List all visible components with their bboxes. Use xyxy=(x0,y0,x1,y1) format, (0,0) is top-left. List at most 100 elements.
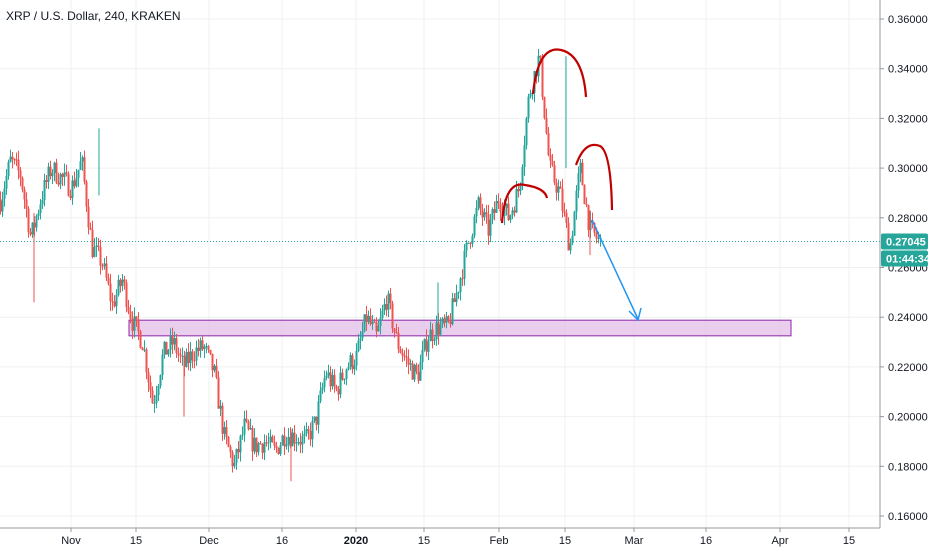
candle-body xyxy=(169,336,172,350)
candle-body xyxy=(257,443,260,453)
candle-body xyxy=(103,263,106,267)
candle-body xyxy=(371,321,374,325)
candle-body xyxy=(197,347,200,351)
candle-body xyxy=(527,96,530,119)
candle-body xyxy=(117,279,120,295)
x-axis[interactable]: Nov 15 Dec 16 2020 15 Feb 15 Mar 16 Apr 15 xyxy=(61,528,855,547)
candle-body xyxy=(1,199,4,212)
candle-body xyxy=(341,372,344,380)
candle-body xyxy=(237,449,240,453)
candle-body xyxy=(97,245,100,247)
candle-body xyxy=(211,353,214,371)
candle-body xyxy=(35,215,38,228)
candle-body xyxy=(279,445,282,454)
candle-body xyxy=(47,166,50,182)
y-axis[interactable]: 0.160000.180000.200000.220000.240000.260… xyxy=(880,14,928,523)
candle-body xyxy=(569,243,572,251)
left-shoulder-arc[interactable] xyxy=(500,183,549,224)
candle-body xyxy=(221,405,224,434)
candle-body xyxy=(541,57,544,97)
candle-body xyxy=(571,235,574,244)
candle-body xyxy=(67,173,70,196)
candle-body xyxy=(471,235,474,244)
candle-body xyxy=(513,210,516,213)
candle-body xyxy=(219,405,222,409)
candle-body xyxy=(83,157,86,182)
candle-body xyxy=(323,377,326,388)
candle-body xyxy=(205,346,208,348)
candle-body xyxy=(173,338,176,345)
candle-body xyxy=(99,246,102,266)
candle-body xyxy=(375,322,378,332)
candle-body xyxy=(373,321,376,323)
candle-body xyxy=(203,346,206,350)
candle-body xyxy=(411,363,414,380)
candle-body xyxy=(505,203,508,208)
candle-body xyxy=(53,162,56,174)
candle-body xyxy=(111,301,114,303)
candle-body xyxy=(555,182,558,193)
candle-body xyxy=(523,145,526,167)
support-zone[interactable] xyxy=(128,319,792,337)
right-shoulder-arc[interactable] xyxy=(574,143,614,211)
x-tick-label: 16 xyxy=(276,535,288,547)
candle-body xyxy=(405,356,408,358)
candle-body xyxy=(269,436,272,443)
candle-body xyxy=(477,197,480,208)
candle-body xyxy=(587,205,590,231)
candle-body xyxy=(77,169,80,178)
x-tick-label: 2020 xyxy=(344,535,368,547)
candle-body xyxy=(41,200,44,205)
candle-body xyxy=(465,242,468,251)
candle-body xyxy=(187,351,190,364)
candle-body xyxy=(277,447,280,454)
candle-body xyxy=(597,238,600,240)
candle-body xyxy=(381,310,384,318)
candle-body xyxy=(521,166,524,184)
candle-body xyxy=(445,316,448,323)
candle-body xyxy=(165,341,168,355)
candle-body xyxy=(79,161,82,170)
candle-body xyxy=(325,375,328,378)
candle-body xyxy=(243,418,246,435)
candle-body xyxy=(557,186,560,193)
candle-body xyxy=(133,316,136,331)
candle-body xyxy=(233,463,236,467)
candle-body xyxy=(367,315,370,322)
candles xyxy=(0,49,602,482)
y-tick-label: 0.30000 xyxy=(888,163,928,175)
candle-body xyxy=(573,211,576,236)
candle-body xyxy=(171,336,174,345)
candle-body xyxy=(299,442,302,445)
candle-body xyxy=(455,292,458,303)
candle-body xyxy=(231,452,234,467)
candle-body xyxy=(19,170,22,178)
candle-body xyxy=(317,401,320,425)
candle-body xyxy=(209,349,212,354)
y-tick-label: 0.34000 xyxy=(888,64,928,76)
candle-body xyxy=(21,177,24,190)
candle-body xyxy=(335,386,338,390)
candle-body xyxy=(159,375,162,386)
candle-body xyxy=(577,173,580,191)
candle-body xyxy=(427,341,430,352)
candle-body xyxy=(185,351,188,367)
candle-body xyxy=(439,324,442,335)
candle-body xyxy=(51,173,54,177)
candle-body xyxy=(73,180,76,187)
candle-body xyxy=(61,174,64,177)
candle-body xyxy=(263,442,266,453)
x-tick-label: Nov xyxy=(61,535,81,547)
candle-body xyxy=(213,365,216,371)
candle-body xyxy=(271,436,274,443)
candle-body xyxy=(15,159,18,161)
candle-body xyxy=(85,181,88,207)
candle-body xyxy=(363,314,366,332)
candle-body xyxy=(423,339,426,350)
target-arrow[interactable] xyxy=(591,219,639,320)
last-price-label: 0.27045 xyxy=(886,237,926,249)
head-arc[interactable] xyxy=(531,48,588,98)
grid xyxy=(0,0,880,528)
